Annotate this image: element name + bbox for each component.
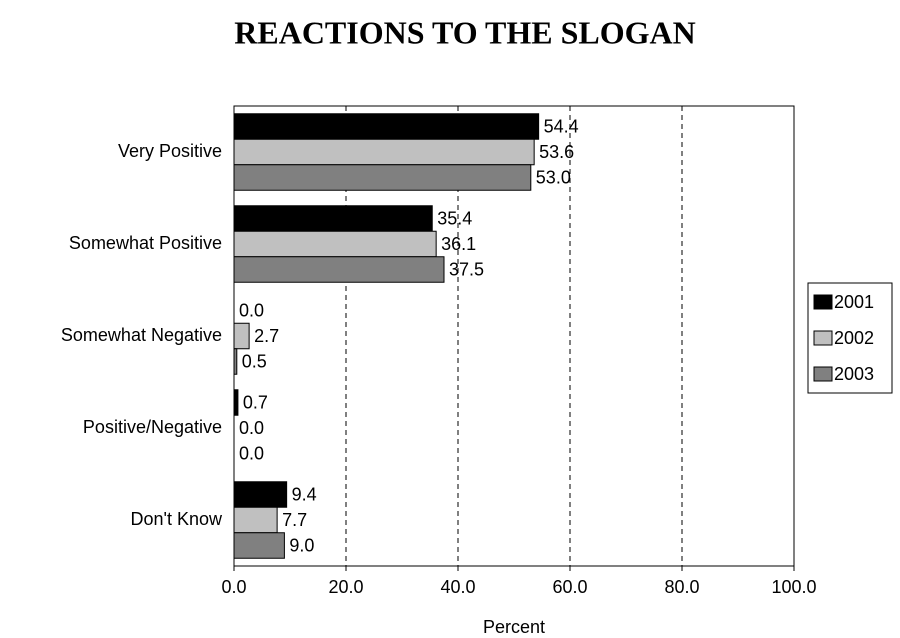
data-label: 0.0 <box>239 300 264 320</box>
bar <box>233 164 532 191</box>
x-tick-label: 100.0 <box>771 577 816 597</box>
legend-swatch <box>813 366 833 382</box>
legend-swatch <box>813 330 833 346</box>
bar <box>233 389 239 416</box>
bar <box>233 113 540 140</box>
data-label: 53.0 <box>536 167 571 187</box>
y-tick-label: Very Positive <box>118 141 222 161</box>
data-label: 37.5 <box>449 259 484 279</box>
data-label: 54.4 <box>544 116 579 136</box>
x-tick-label: 40.0 <box>440 577 475 597</box>
data-label: 0.7 <box>243 392 268 412</box>
x-tick-label: 60.0 <box>552 577 587 597</box>
data-label: 7.7 <box>282 510 307 530</box>
bar <box>233 348 238 375</box>
legend-label: 2002 <box>834 328 874 348</box>
legend-swatch <box>813 294 833 310</box>
bar <box>233 532 285 559</box>
bar <box>233 322 250 350</box>
data-label: 0.5 <box>242 351 267 371</box>
x-axis-label: Percent <box>483 617 545 637</box>
data-label: 36.1 <box>441 234 476 254</box>
data-label: 0.0 <box>239 418 264 438</box>
data-label: 53.6 <box>539 142 574 162</box>
data-label: 9.4 <box>292 484 317 504</box>
bar <box>233 481 288 508</box>
y-tick-label: Don't Know <box>131 509 223 529</box>
data-label: 0.0 <box>239 443 264 463</box>
bar <box>233 230 437 258</box>
bar <box>233 256 445 283</box>
bar <box>233 205 433 232</box>
x-tick-label: 0.0 <box>221 577 246 597</box>
data-label: 9.0 <box>289 535 314 555</box>
data-label: 2.7 <box>254 326 279 346</box>
y-tick-label: Positive/Negative <box>83 417 222 437</box>
data-label: 35.4 <box>437 208 472 228</box>
y-tick-label: Somewhat Negative <box>61 325 222 345</box>
bar <box>233 138 535 166</box>
bar <box>233 506 278 534</box>
legend-label: 2003 <box>834 364 874 384</box>
legend-label: 2001 <box>834 292 874 312</box>
x-tick-label: 20.0 <box>328 577 363 597</box>
y-tick-label: Somewhat Positive <box>69 233 222 253</box>
chart-title: REACTIONS TO THE SLOGAN <box>234 14 695 50</box>
x-tick-label: 80.0 <box>664 577 699 597</box>
